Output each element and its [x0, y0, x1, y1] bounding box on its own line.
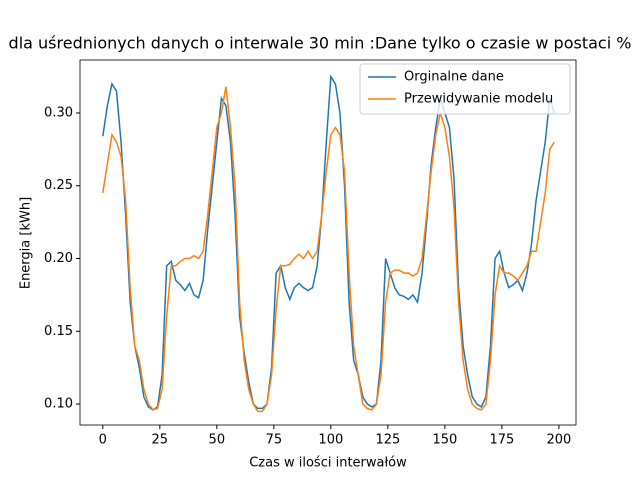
x-tick-label: 200 [546, 433, 571, 448]
x-tick-label: 50 [209, 433, 226, 448]
x-tick-label: 125 [375, 433, 400, 448]
x-tick-label: 75 [266, 433, 283, 448]
plot-frame [79, 59, 577, 426]
x-tick-label: 100 [318, 433, 343, 448]
data-line [102, 74, 556, 411]
legend-label: Przewidywanie modelu [404, 92, 553, 107]
y-tick-label: 0.30 [44, 105, 73, 120]
legend-box [359, 63, 571, 115]
legend-label: Orginalne dane [404, 70, 504, 85]
y-tick-label: 0.20 [44, 251, 73, 266]
chart-title: dla uśrednionych danych o interwale 30 m… [9, 34, 632, 53]
x-tick-label: 150 [432, 433, 457, 448]
y-tick-label: 0.15 [44, 324, 73, 339]
y-axis-label: Energia [kWh] [19, 197, 34, 289]
x-tick-label: 0 [99, 433, 107, 448]
y-tick-label: 0.25 [44, 178, 73, 193]
y-tick-label: 0.10 [44, 397, 73, 412]
x-tick-label: 175 [489, 433, 514, 448]
x-tick-label: 25 [152, 433, 169, 448]
data-line [102, 86, 555, 413]
x-axis-label: Czas w ilości interwałów [249, 456, 407, 471]
